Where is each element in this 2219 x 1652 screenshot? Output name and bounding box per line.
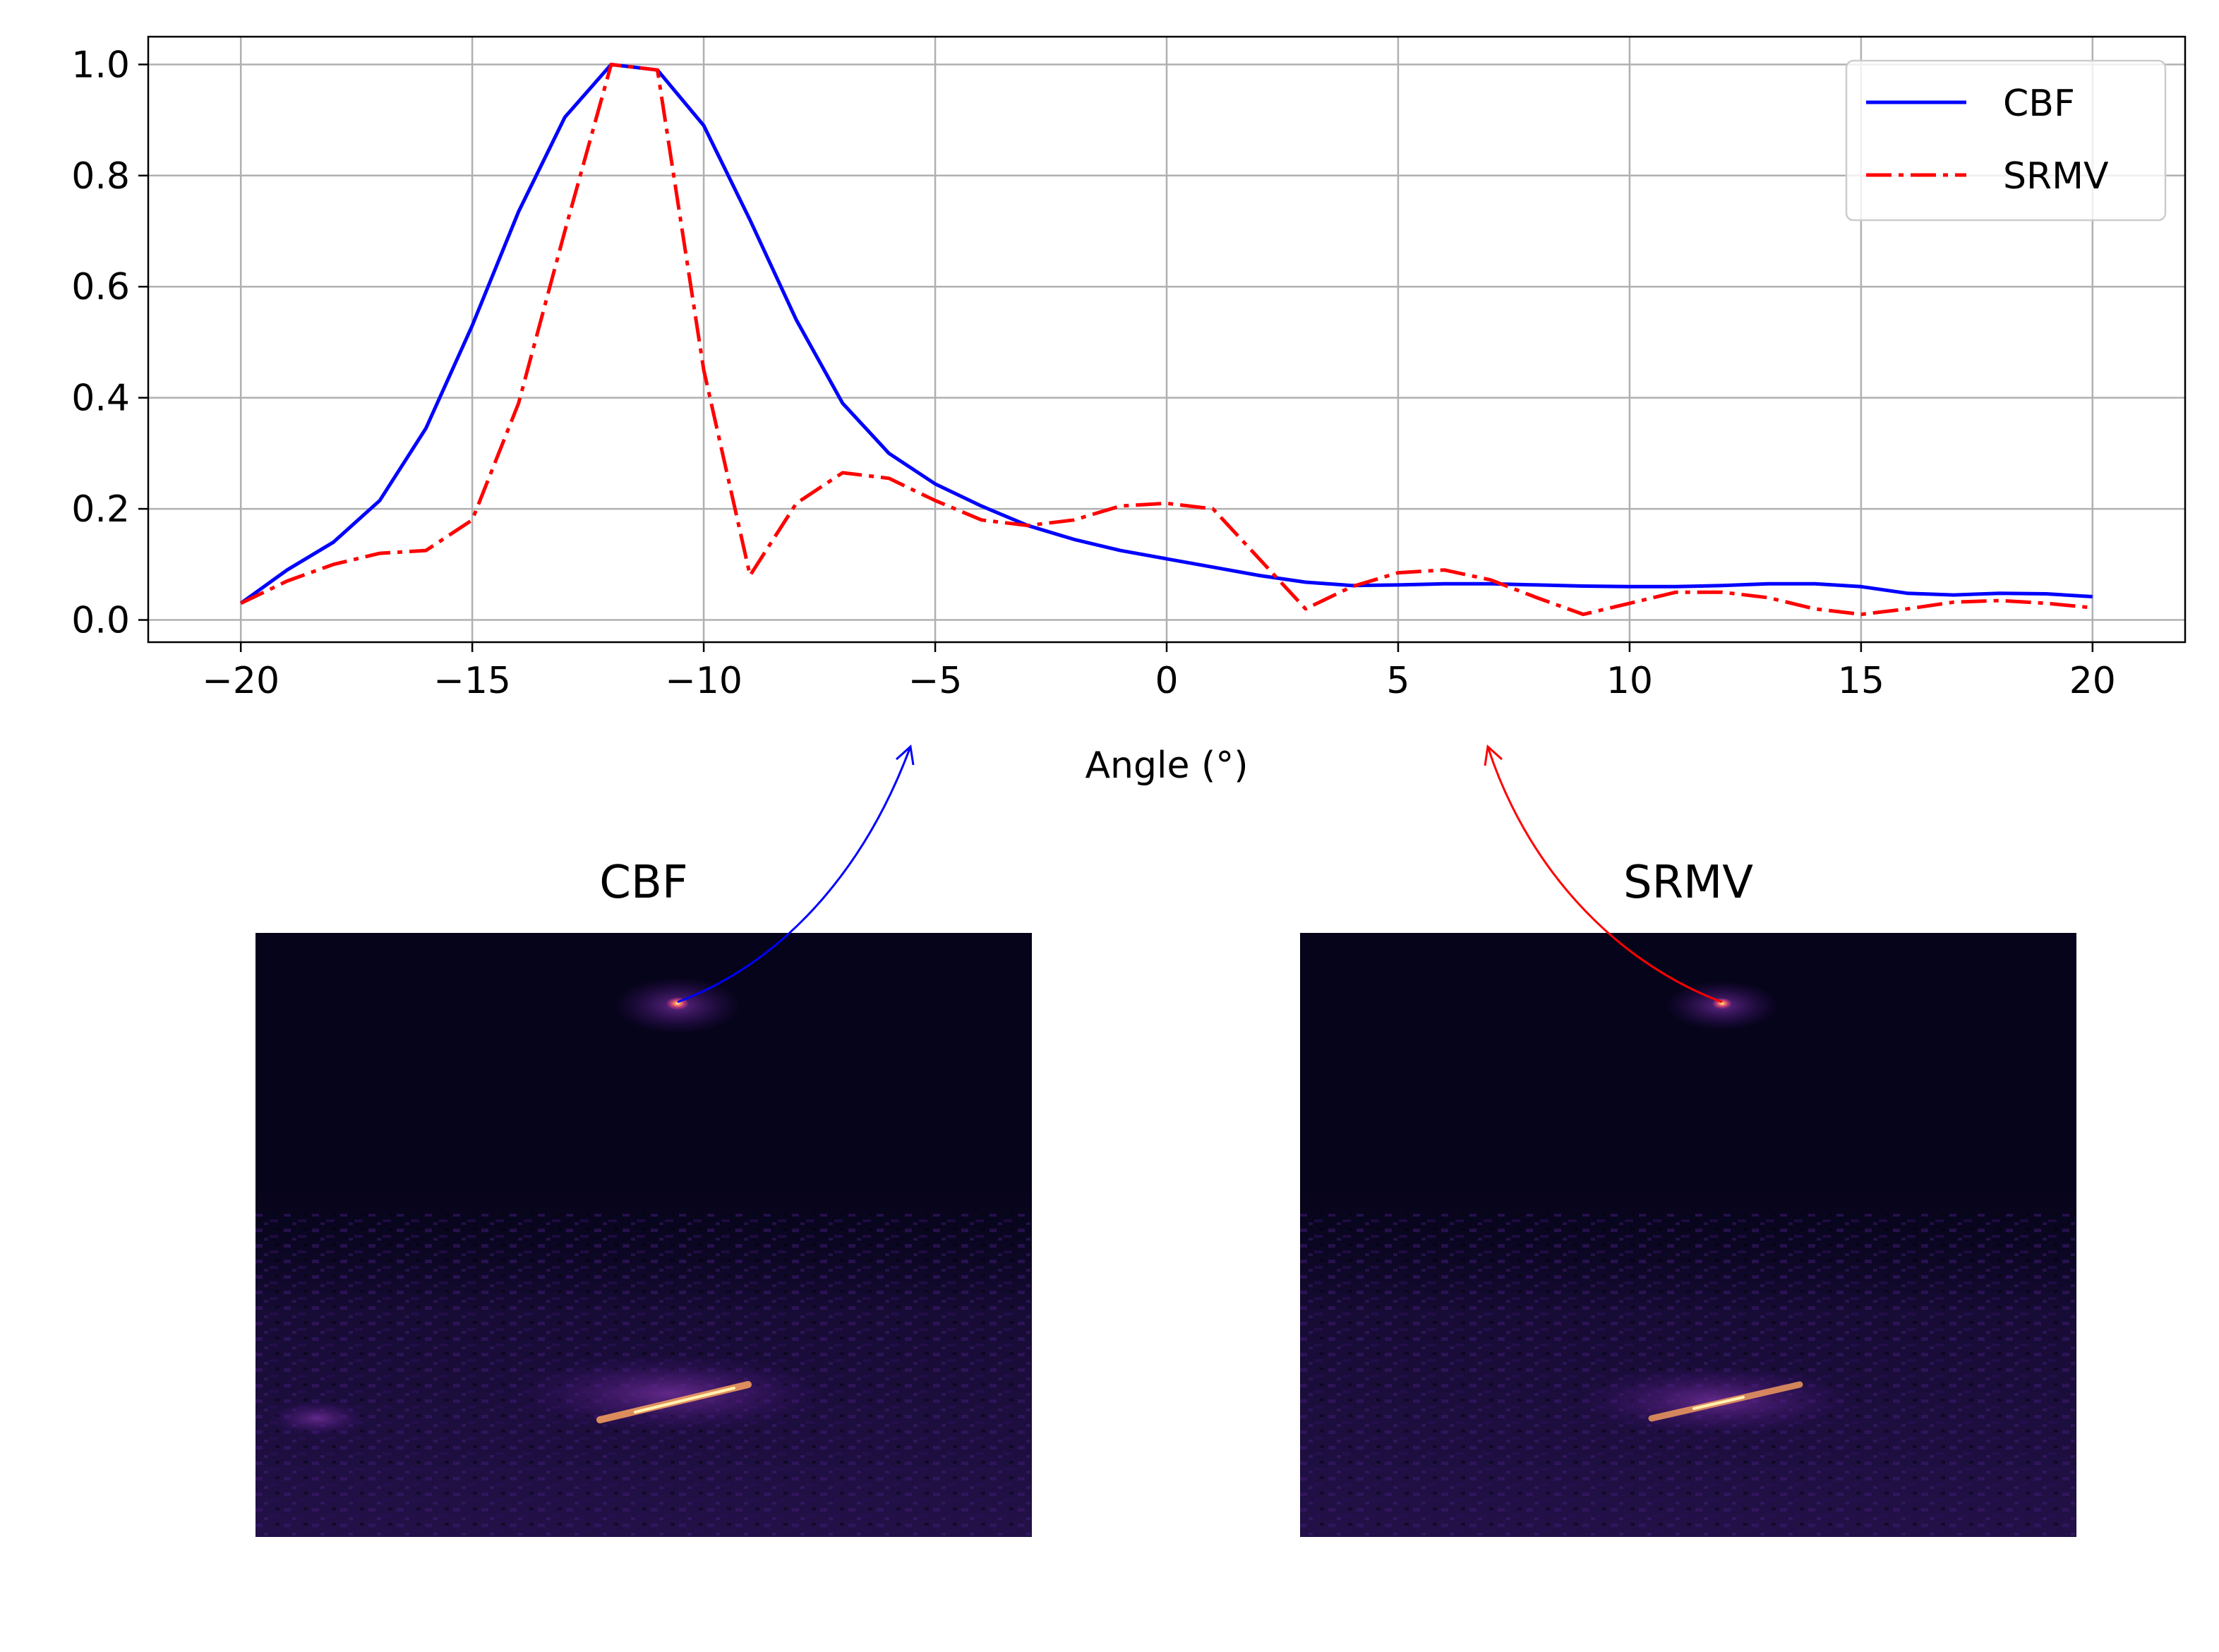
x-tick-label: 20 (2069, 660, 2116, 702)
cbf-image-seabed-streak-core (634, 1387, 735, 1413)
y-tick-label: 0.8 (71, 155, 130, 198)
legend-label-srmv: SRMV (2003, 155, 2109, 198)
x-tick-label: −5 (908, 660, 963, 702)
cbf-image-panel: CBF (255, 857, 1032, 1537)
srmv-image-seabed-streak-core (1692, 1396, 1745, 1410)
y-tick-label: 0.6 (71, 266, 130, 308)
series-layer (239, 62, 2093, 617)
series-line-srmv (240, 62, 2093, 617)
cbf-arrow-curve (677, 746, 912, 1003)
x-tick-label: −20 (202, 660, 279, 702)
x-tick-label: 5 (1386, 660, 1409, 702)
srmv-annotation-arrow (1484, 744, 1723, 1003)
cbf-image-seabed-glow (515, 1355, 826, 1433)
y-tick-label: 0.4 (71, 378, 130, 420)
x-tick-label: −10 (665, 660, 742, 702)
x-tick-label: −15 (433, 660, 511, 702)
legend-label-cbf: CBF (2003, 83, 2075, 125)
cbf-annotation-arrow (677, 744, 915, 1003)
srmv-arrow-curve (1486, 746, 1723, 1003)
srmv-image-panel: SRMV (1300, 857, 2076, 1537)
x-tick-label: 10 (1606, 660, 1653, 702)
x-ticks: −20 −15 −10 −5 0 5 10 15 20 (202, 642, 2116, 702)
y-tick-label: 1.0 (71, 44, 130, 86)
y-tick-label: 0.2 (71, 488, 130, 531)
x-tick-label: 15 (1838, 660, 1884, 702)
srmv-image-title: SRMV (1623, 857, 1753, 909)
series-line-cbf (239, 62, 2093, 605)
srmv-arrowhead (1484, 744, 1503, 766)
y-ticks: 0.0 0.2 0.4 0.6 0.8 1.0 (71, 44, 148, 642)
cbf-arrowhead (895, 744, 915, 766)
x-axis-label: Angle (°) (1085, 744, 1248, 787)
x-tick-label: 0 (1155, 660, 1178, 702)
cbf-image-title: CBF (599, 857, 687, 909)
cbf-image-left-glow (268, 1401, 367, 1436)
legend: CBF SRMV (1845, 59, 2167, 222)
y-tick-label: 0.0 (71, 600, 130, 642)
